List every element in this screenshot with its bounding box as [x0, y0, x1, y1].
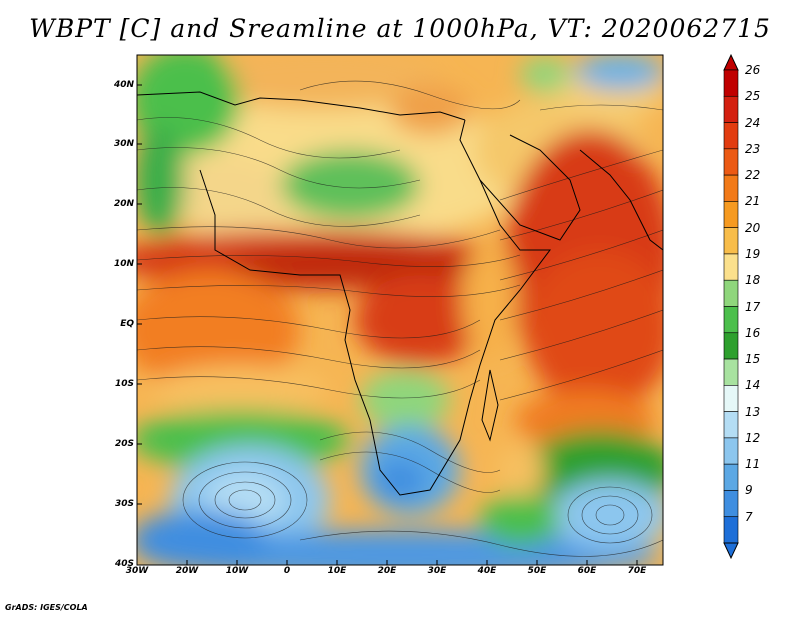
colorbar-segment — [723, 174, 739, 202]
colorbar-segment — [723, 201, 739, 228]
colorbar-label: 7 — [745, 509, 753, 524]
coastlines — [137, 91, 663, 496]
colorbar-label: 23 — [745, 141, 761, 156]
lat-label: 40N — [113, 80, 134, 90]
chart-title: WBPT [C] and Sreamline at 1000hPa, VT: 2… — [29, 14, 771, 43]
colorbar-segment — [723, 411, 739, 439]
colorbar-top-arrow — [723, 53, 739, 71]
colorbar-label: 24 — [745, 115, 761, 130]
colorbar — [723, 53, 739, 560]
colorbar-segment — [723, 279, 739, 307]
lon-label: 70E — [627, 566, 647, 576]
colorbar-segment — [723, 306, 739, 334]
map-frame — [136, 54, 664, 566]
lat-label: 30N — [113, 139, 134, 149]
streamlines — [137, 80, 663, 557]
lon-label: 50E — [527, 566, 547, 576]
lon-label: 30W — [125, 566, 149, 576]
colorbar-segment — [723, 437, 739, 465]
colorbar-segment — [723, 332, 739, 360]
lon-label: 20E — [377, 566, 397, 576]
colorbar-label: 20 — [745, 220, 761, 235]
colorbar-segment — [723, 490, 739, 518]
colorbar-label: 26 — [745, 63, 761, 77]
lon-label: 40E — [477, 566, 497, 576]
lat-label: 20N — [113, 199, 134, 209]
lat-label: 10N — [113, 259, 134, 269]
lat-label: 10S — [114, 379, 134, 389]
colorbar-segment — [723, 385, 739, 412]
colorbar-segment — [723, 148, 739, 176]
lon-label: 20W — [175, 566, 199, 576]
colorbar-segment — [723, 227, 739, 255]
axis-ticks — [137, 84, 638, 565]
lon-label: 10W — [225, 566, 249, 576]
lat-label: 20S — [114, 439, 134, 449]
lon-label: 30E — [427, 566, 447, 576]
colorbar-label: 25 — [745, 89, 761, 104]
colorbar-bottom-arrow — [723, 542, 739, 560]
wbpt-field — [137, 55, 663, 565]
colorbar-segment — [723, 516, 739, 544]
lon-label: 10E — [327, 566, 347, 576]
colorbar-label: 9 — [745, 483, 753, 498]
colorbar-label: 17 — [745, 299, 761, 314]
colorbar-label: 18 — [745, 273, 761, 288]
colorbar-label: 19 — [745, 246, 761, 261]
colorbar-label: 13 — [745, 404, 761, 419]
lon-label: 60E — [577, 566, 597, 576]
colorbar-label: 21 — [745, 194, 761, 209]
colorbar-label: 12 — [745, 430, 761, 445]
colorbar-label: 16 — [745, 325, 761, 340]
colorbar-segment — [723, 122, 739, 150]
colorbar-segment — [723, 95, 739, 123]
colorbar-segment — [723, 358, 739, 386]
colorbar-segment — [723, 463, 739, 491]
colorbar-label: 14 — [745, 378, 761, 393]
credit-text: GrADS: IGES/COLA — [5, 603, 88, 612]
colorbar-label: 22 — [745, 168, 761, 183]
colorbar-segment — [723, 253, 739, 281]
lat-label: EQ — [120, 319, 134, 329]
colorbar-label: 11 — [745, 457, 761, 472]
lat-label: 30S — [114, 499, 134, 509]
lon-label: 0 — [283, 566, 291, 576]
colorbar-label: 15 — [745, 352, 761, 367]
colorbar-segment — [723, 69, 739, 97]
lat-label: 40S — [114, 559, 134, 569]
